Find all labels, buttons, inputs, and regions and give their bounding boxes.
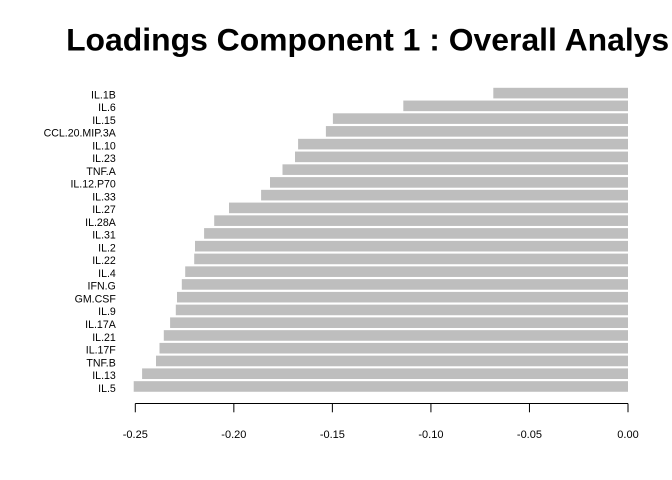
svg-text:IL.21: IL.21: [92, 332, 116, 344]
svg-text:IL.5: IL.5: [98, 383, 116, 395]
svg-text:IL.31: IL.31: [92, 230, 116, 242]
svg-text:IL.33: IL.33: [92, 191, 116, 203]
svg-text:IL.6: IL.6: [98, 102, 116, 114]
svg-text:IL.2: IL.2: [98, 242, 116, 254]
svg-text:-0.15: -0.15: [320, 429, 345, 441]
svg-text:IFN.G: IFN.G: [88, 281, 116, 293]
svg-text:IL.27: IL.27: [92, 204, 116, 216]
svg-text:IL.22: IL.22: [92, 255, 116, 267]
svg-text:GM.CSF: GM.CSF: [75, 293, 117, 305]
svg-text:IL.9: IL.9: [98, 306, 116, 318]
svg-text:-0.10: -0.10: [418, 429, 443, 441]
svg-text:CCL.20.MIP.3A: CCL.20.MIP.3A: [44, 128, 117, 140]
svg-text:IL.4: IL.4: [98, 268, 116, 280]
svg-text:IL.12.P70: IL.12.P70: [70, 179, 115, 191]
svg-text:TNF.A: TNF.A: [86, 166, 116, 178]
svg-text:0.00: 0.00: [617, 429, 638, 441]
svg-text:IL.23: IL.23: [92, 153, 116, 165]
svg-text:IL.17A: IL.17A: [85, 319, 117, 331]
svg-text:Loadings Component 1 : Overall: Loadings Component 1 : Overall Analys: [66, 22, 669, 58]
svg-text:IL.17F: IL.17F: [86, 345, 117, 357]
svg-text:IL.1B: IL.1B: [91, 89, 116, 101]
svg-text:-0.20: -0.20: [221, 429, 246, 441]
svg-text:-0.25: -0.25: [123, 429, 148, 441]
svg-text:IL.13: IL.13: [92, 370, 116, 382]
svg-text:TNF.B: TNF.B: [86, 357, 115, 369]
svg-text:IL.15: IL.15: [92, 115, 116, 127]
svg-text:IL.28A: IL.28A: [85, 217, 117, 229]
svg-text:IL.10: IL.10: [92, 140, 116, 152]
svg-text:-0.05: -0.05: [517, 429, 542, 441]
